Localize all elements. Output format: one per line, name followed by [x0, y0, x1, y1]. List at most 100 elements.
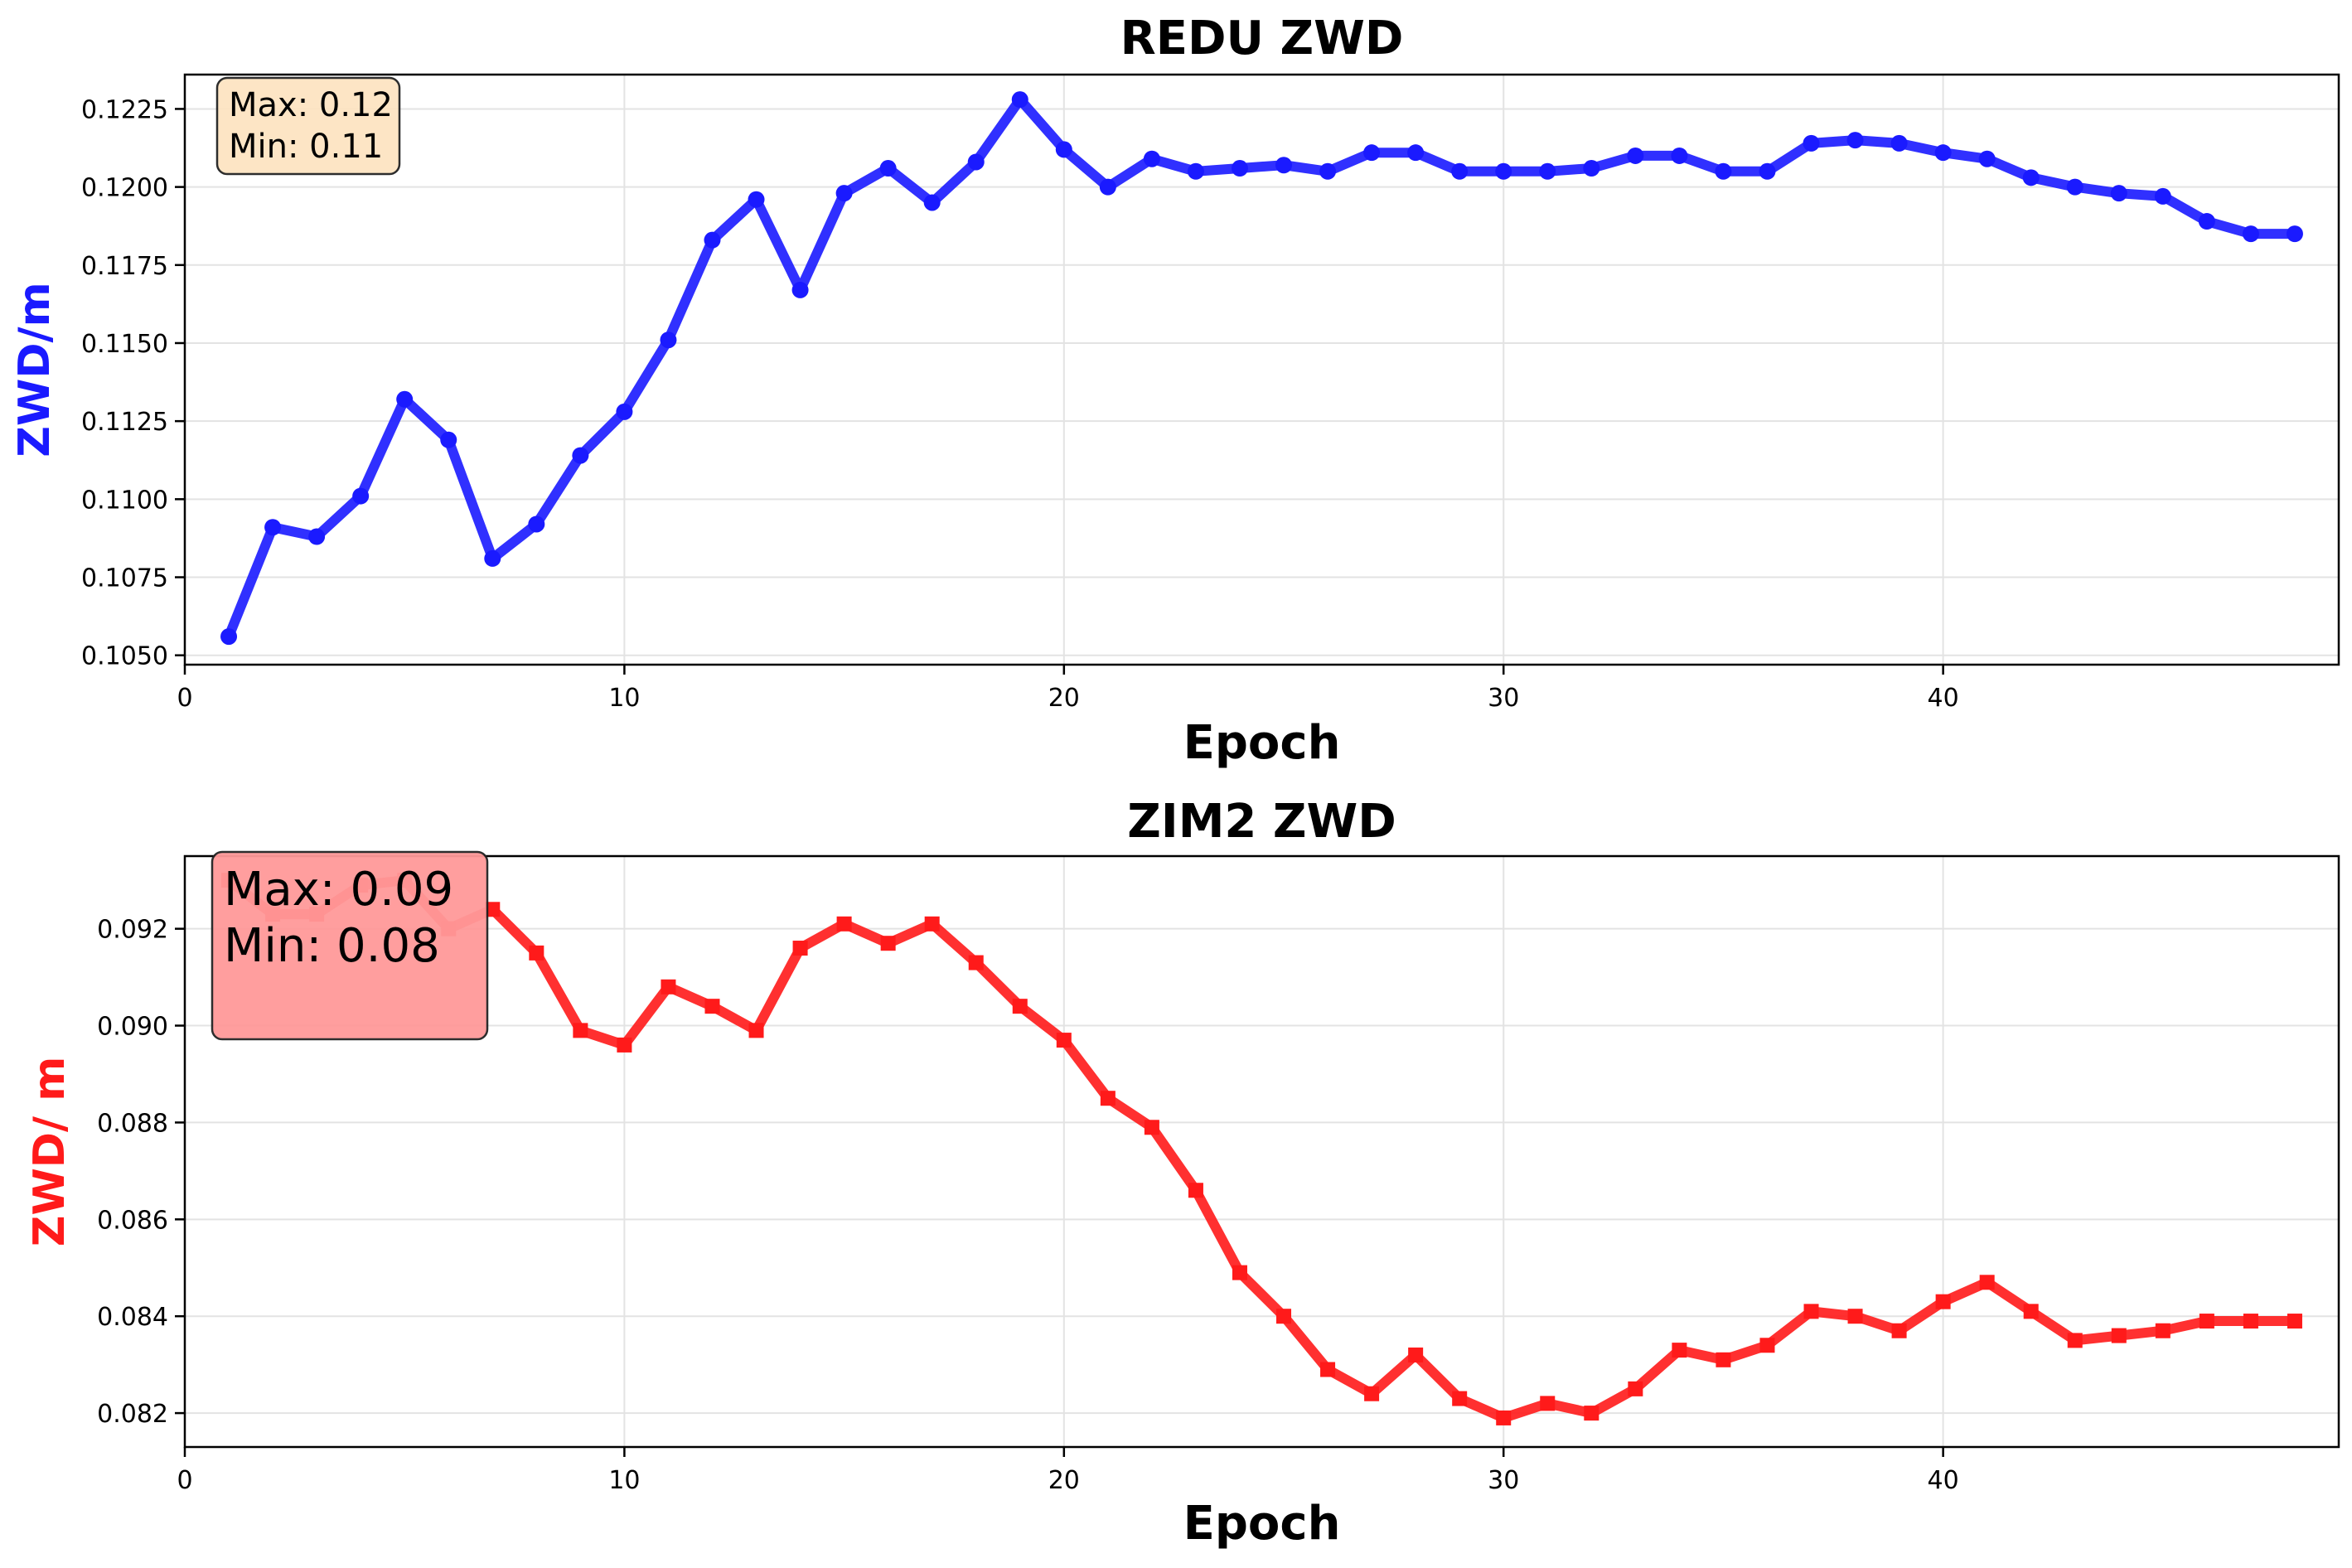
y-tick-label: 0.1150: [81, 330, 168, 359]
chart-title: ZIM2 ZWD: [1127, 795, 1396, 849]
data-point: [748, 1023, 764, 1038]
data-point: [1143, 150, 1160, 167]
data-point: [1891, 1323, 1907, 1338]
data-point: [2111, 1328, 2127, 1343]
data-point: [2110, 185, 2127, 202]
data-point: [748, 191, 765, 208]
data-point: [396, 390, 414, 408]
data-point: [1583, 160, 1600, 177]
data-point: [616, 403, 633, 420]
data-point: [1451, 162, 1469, 180]
subplot-1: 0 10 20 30 40 0.1050 0.1075 0.1100 0.1125 0.1150 0…: [10, 12, 2340, 770]
data-point: [1584, 1406, 1599, 1421]
data-point: [1803, 134, 1820, 152]
data-point: [660, 332, 677, 349]
data-point: [1847, 1309, 1863, 1324]
data-point: [880, 936, 896, 951]
data-point: [1056, 1033, 1072, 1048]
data-point: [1055, 141, 1072, 158]
plot-frame: [183, 73, 2340, 666]
data-point: [308, 528, 326, 545]
data-point: [1011, 91, 1028, 109]
data-point: [1232, 1265, 1247, 1280]
x-tick-label: 20: [1048, 1466, 1080, 1495]
data-point: [1890, 134, 1908, 152]
data-point: [967, 153, 985, 171]
data-point: [352, 487, 370, 505]
data-point: [529, 945, 544, 961]
x-tick-label: 0: [177, 684, 192, 713]
y-tick-label: 0.1100: [81, 486, 168, 515]
data-point: [1671, 147, 1688, 164]
data-point: [1715, 162, 1732, 180]
stats-min-label: Min: 0.11: [229, 128, 383, 166]
data-point: [2287, 1314, 2302, 1329]
y-tick-label: 0.1225: [81, 95, 168, 124]
data-point: [1803, 1304, 1819, 1319]
stats-max-label: Max: 0.12: [229, 86, 393, 124]
data-point: [1408, 1347, 1424, 1362]
data-point: [1495, 162, 1512, 180]
data-point: [220, 628, 238, 646]
data-point: [572, 447, 589, 464]
data-point: [1979, 1275, 1995, 1290]
data-point: [923, 194, 941, 211]
data-point: [2066, 178, 2083, 196]
x-tick-label: 30: [1488, 1466, 1519, 1495]
stats-box: [211, 850, 489, 1041]
data-point: [1934, 144, 1952, 162]
stats-min-label: Min: 0.08: [224, 919, 440, 973]
data-point: [1759, 162, 1776, 180]
data-point: [879, 160, 897, 177]
data-point: [1099, 178, 1116, 196]
y-tick-label: 0.1125: [81, 408, 168, 437]
data-point: [2022, 169, 2040, 186]
data-point: [1012, 999, 1028, 1014]
series-line: [224, 875, 2300, 1423]
data-point: [1935, 1294, 1951, 1309]
data-point: [1276, 1309, 1292, 1324]
data-point: [792, 941, 808, 956]
data-point: [1846, 132, 1864, 149]
data-point: [1319, 162, 1337, 180]
x-tick-label: 40: [1928, 684, 1959, 713]
y-tick-label: 0.1200: [81, 174, 168, 203]
data-point: [1628, 1381, 1643, 1396]
data-point: [1407, 144, 1425, 162]
data-point: [2198, 213, 2215, 230]
data-point: [1540, 1396, 1556, 1411]
stats-max-label: Max: 0.09: [224, 863, 453, 917]
data-point: [617, 1037, 632, 1053]
x-tick-label: 0: [177, 1466, 192, 1495]
y-tick-label: 0.082: [97, 1400, 168, 1429]
data-point: [1144, 1120, 1159, 1135]
x-tick-label: 20: [1048, 684, 1080, 713]
x-axis-label: Epoch: [1183, 716, 1341, 770]
data-point: [2243, 1314, 2258, 1329]
data-point: [1188, 1183, 1203, 1198]
data-point: [2154, 187, 2171, 205]
chart-title: REDU ZWD: [1120, 12, 1404, 65]
data-point: [264, 519, 282, 536]
data-point: [704, 231, 721, 249]
y-tick-label: 0.1175: [81, 252, 168, 281]
x-tick-label: 40: [1928, 1466, 1959, 1495]
data-point: [528, 515, 545, 533]
data-point: [1539, 162, 1556, 180]
data-point: [1100, 1091, 1116, 1106]
data-point: [440, 431, 457, 448]
data-point: [1627, 147, 1644, 164]
stats-box: [215, 76, 401, 176]
data-point: [2155, 1323, 2171, 1338]
data-point: [661, 979, 676, 995]
data-point: [1187, 162, 1204, 180]
subplot-2: 0 10 20 30 40 0.082 0.084 0.086 0.088 0.090 0.092 Z…: [25, 795, 2340, 1551]
data-point: [2067, 1333, 2083, 1348]
data-point: [2023, 1304, 2039, 1319]
data-point: [1496, 1410, 1512, 1425]
data-point: [836, 916, 852, 932]
data-point: [1978, 150, 1996, 167]
y-tick-label: 0.090: [97, 1013, 168, 1042]
data-point: [704, 999, 720, 1014]
